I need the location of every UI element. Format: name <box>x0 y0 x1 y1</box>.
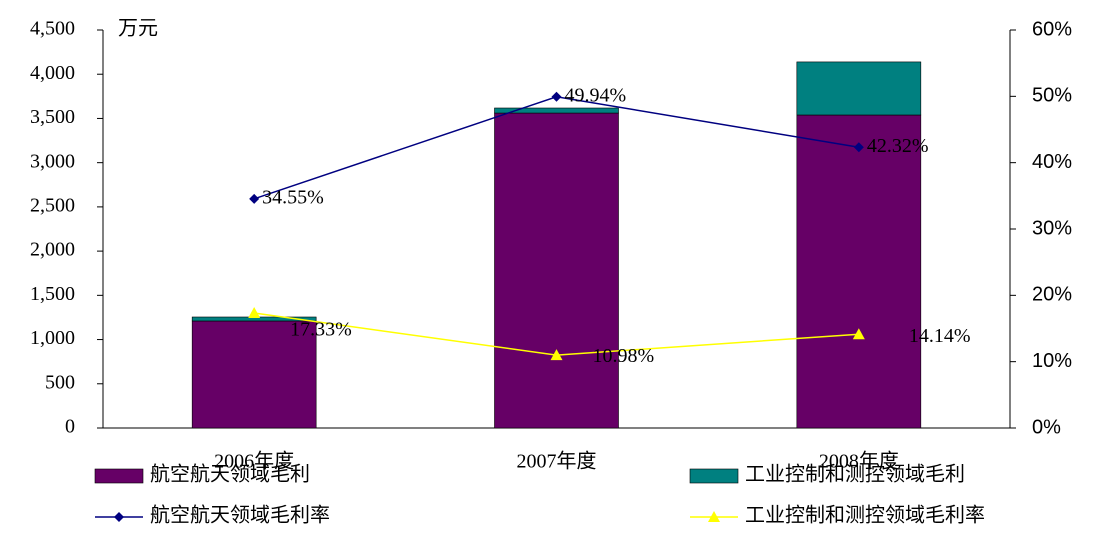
marker <box>853 142 864 153</box>
y-tick-label: 4,500 <box>30 18 75 40</box>
y-tick-label: 1,000 <box>30 327 75 349</box>
bar <box>191 320 317 429</box>
y-tick-label: 1,500 <box>30 283 75 305</box>
data-label: 10.98% <box>593 345 655 367</box>
y2-tick-label: 60% <box>1032 18 1072 40</box>
y-axis-label: 万元 <box>118 18 158 40</box>
y2-tick-label: 30% <box>1032 217 1072 239</box>
y-tick-label: 0 <box>65 416 75 438</box>
data-label: 34.55% <box>262 186 324 208</box>
marker <box>249 193 260 204</box>
bar <box>796 61 922 116</box>
data-label: 17.33% <box>290 319 352 341</box>
legend-label: 航空航天领域毛利 <box>150 463 310 486</box>
bar <box>494 112 619 429</box>
y-tick-label: 2,500 <box>30 194 75 216</box>
y-tick-label: 500 <box>45 371 75 393</box>
data-label: 42.32% <box>867 135 929 157</box>
legend-marker <box>708 511 720 522</box>
x-tick-label: 2008年度 <box>819 450 899 473</box>
marker <box>852 328 865 340</box>
y-tick-label: 3,500 <box>30 106 75 128</box>
marker <box>248 307 261 319</box>
data-label: 49.94% <box>565 84 627 106</box>
x-tick-label: 2007年度 <box>517 450 597 473</box>
y2-tick-label: 10% <box>1032 350 1072 372</box>
legend-label: 航空航天领域毛利率 <box>150 504 330 527</box>
legend-swatch <box>94 468 144 484</box>
y2-tick-label: 40% <box>1032 151 1072 173</box>
legend-label: 工业控制和测控领域毛利 <box>745 463 965 486</box>
legend-label: 工业控制和测控领域毛利率 <box>745 504 985 527</box>
legend-marker <box>114 512 124 522</box>
x-tick-label: 2006年度 <box>214 450 294 473</box>
marker <box>550 349 563 361</box>
y2-tick-label: 20% <box>1032 284 1072 306</box>
y2-tick-label: 50% <box>1032 85 1072 107</box>
legend-swatch <box>689 468 739 484</box>
y-tick-label: 4,000 <box>30 62 75 84</box>
y2-tick-label: 0% <box>1032 416 1061 438</box>
y-tick-label: 3,000 <box>30 150 75 172</box>
y-tick-label: 2,000 <box>30 239 75 261</box>
marker <box>551 91 562 102</box>
data-label: 14.14% <box>909 325 971 347</box>
bar <box>494 107 619 114</box>
bar <box>796 114 922 429</box>
